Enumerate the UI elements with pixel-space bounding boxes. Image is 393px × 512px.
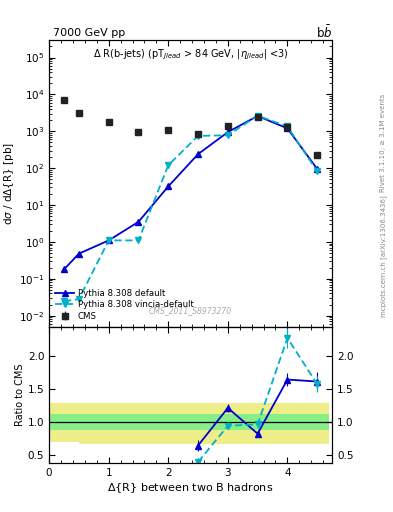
Line: Pythia 8.308 default: Pythia 8.308 default — [61, 113, 320, 272]
Pythia 8.308 default — [136, 219, 141, 225]
Text: CMS_2011_S8973270: CMS_2011_S8973270 — [149, 306, 232, 315]
Line: Pythia 8.308 vincia-default: Pythia 8.308 vincia-default — [61, 113, 320, 304]
Pythia 8.308 vincia-default — [136, 238, 141, 244]
Pythia 8.308 default — [226, 129, 230, 135]
Pythia 8.308 vincia-default — [255, 113, 260, 119]
Pythia 8.308 vincia-default — [285, 123, 290, 130]
Text: Rivet 3.1.10, ≥ 3.1M events: Rivet 3.1.10, ≥ 3.1M events — [380, 94, 386, 193]
Y-axis label: Ratio to CMS: Ratio to CMS — [15, 364, 25, 426]
Pythia 8.308 default — [315, 166, 320, 172]
Pythia 8.308 default — [255, 113, 260, 119]
Pythia 8.308 vincia-default — [166, 162, 171, 168]
Pythia 8.308 default — [196, 151, 200, 157]
Pythia 8.308 default — [285, 125, 290, 132]
Pythia 8.308 vincia-default — [196, 133, 200, 139]
Text: $\Delta$ R(b-jets) (pT$_{Jlead}$ > 84 GeV, |$\eta_{Jlead}$| <3): $\Delta$ R(b-jets) (pT$_{Jlead}$ > 84 Ge… — [93, 47, 288, 61]
Text: b$\bar{b}$: b$\bar{b}$ — [316, 25, 332, 41]
Pythia 8.308 vincia-default — [315, 168, 320, 175]
Pythia 8.308 vincia-default — [226, 132, 230, 138]
Pythia 8.308 vincia-default — [77, 296, 81, 302]
Y-axis label: d$\sigma$ / d$\Delta${R} [pb]: d$\sigma$ / d$\Delta${R} [pb] — [2, 142, 16, 225]
Pythia 8.308 default — [62, 266, 66, 272]
Pythia 8.308 vincia-default — [107, 238, 111, 244]
X-axis label: $\Delta${R} between two B hadrons: $\Delta${R} between two B hadrons — [107, 481, 274, 495]
Pythia 8.308 default — [77, 250, 81, 257]
Pythia 8.308 vincia-default — [62, 298, 66, 304]
Text: mcplots.cern.ch [arXiv:1306.3436]: mcplots.cern.ch [arXiv:1306.3436] — [380, 195, 387, 317]
Text: 7000 GeV pp: 7000 GeV pp — [53, 28, 125, 38]
Pythia 8.308 default — [166, 183, 171, 189]
Legend: Pythia 8.308 default, Pythia 8.308 vincia-default, CMS: Pythia 8.308 default, Pythia 8.308 vinci… — [53, 287, 195, 323]
Pythia 8.308 default — [107, 238, 111, 244]
